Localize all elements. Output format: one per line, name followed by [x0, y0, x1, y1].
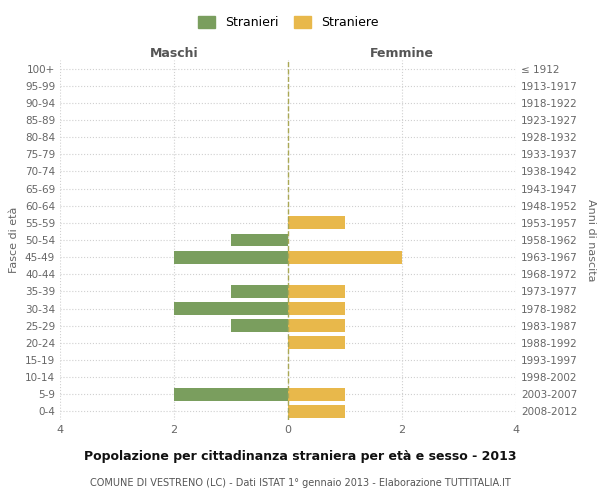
Text: Maschi: Maschi: [149, 47, 199, 60]
Bar: [231, 234, 288, 246]
Bar: [231, 285, 288, 298]
Bar: [288, 388, 345, 400]
Bar: [288, 320, 345, 332]
Bar: [288, 285, 345, 298]
Y-axis label: Fasce di età: Fasce di età: [10, 207, 19, 273]
Text: Popolazione per cittadinanza straniera per età e sesso - 2013: Popolazione per cittadinanza straniera p…: [84, 450, 516, 463]
Bar: [288, 250, 402, 264]
Bar: [174, 302, 288, 315]
Bar: [288, 336, 345, 349]
Text: COMUNE DI VESTRENO (LC) - Dati ISTAT 1° gennaio 2013 - Elaborazione TUTTITALIA.I: COMUNE DI VESTRENO (LC) - Dati ISTAT 1° …: [89, 478, 511, 488]
Bar: [174, 250, 288, 264]
Legend: Stranieri, Straniere: Stranieri, Straniere: [197, 16, 379, 29]
Bar: [174, 388, 288, 400]
Bar: [231, 320, 288, 332]
Bar: [288, 405, 345, 418]
Bar: [288, 302, 345, 315]
Y-axis label: Anni di nascita: Anni di nascita: [586, 198, 596, 281]
Text: Femmine: Femmine: [370, 47, 434, 60]
Bar: [288, 216, 345, 230]
